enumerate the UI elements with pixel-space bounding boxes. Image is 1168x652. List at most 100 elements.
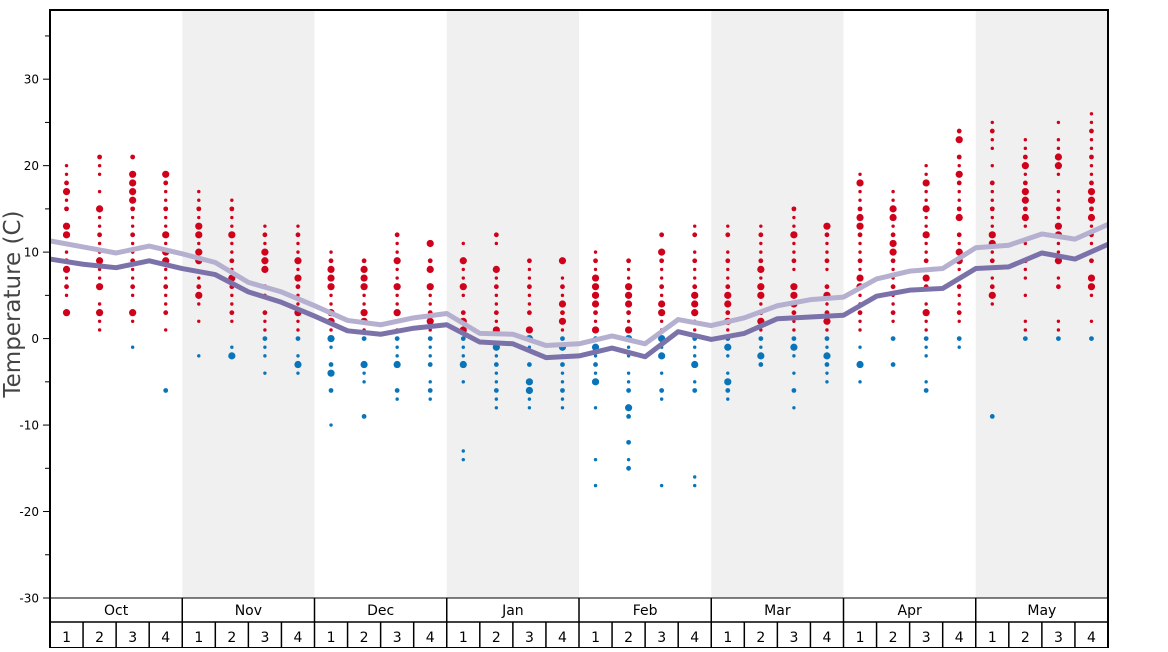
week-label: 3 [260,630,269,646]
warm-dot [957,319,961,323]
warm-dot [97,241,102,246]
warm-dot [362,293,366,298]
warm-dot [1089,128,1094,134]
warm-dot [693,267,697,272]
warm-dot [393,257,401,265]
warm-dot [759,224,763,228]
cold-dot [1089,336,1094,341]
warm-dot [924,319,928,323]
cold-dot [825,371,829,375]
warm-dot [1023,146,1028,151]
warm-dot [1089,120,1094,125]
month-label: Nov [235,603,262,619]
warm-dot [230,319,234,323]
warm-dot [1056,250,1061,254]
warm-dot [560,310,565,316]
warm-dot [426,317,434,325]
warm-dot [395,267,399,272]
warm-dot [725,258,731,264]
warm-dot [823,317,831,325]
warm-dot [758,258,764,264]
warm-dot [525,326,534,334]
warm-dot [393,283,401,291]
warm-dot [296,267,300,272]
warm-dot [989,180,995,186]
warm-dot [195,291,203,299]
month-shade-jan [446,10,579,598]
warm-dot [327,265,335,274]
cold-dot [792,371,796,375]
warm-dot [459,283,467,291]
warm-dot [988,231,996,239]
week-label: 2 [756,630,765,646]
warm-dot [296,302,300,306]
warm-dot [1089,163,1094,168]
cold-dot [560,336,565,341]
warm-dot [658,300,666,308]
warm-dot [130,206,136,212]
warm-dot [1054,162,1063,170]
cold-dot [856,360,864,369]
warm-dot [294,257,302,265]
cold-dot [624,404,633,412]
cold-dot [924,380,928,384]
warm-dot [858,328,862,332]
warm-dot [624,300,633,308]
cold-dot [263,345,267,349]
warm-dot [624,291,633,299]
y-tick-label: -20 [19,505,39,519]
warm-dot [493,284,499,290]
week-label: 3 [1054,630,1063,646]
warm-dot [825,250,829,254]
warm-dot [197,189,201,194]
warm-dot [889,205,897,213]
warm-dot [924,189,928,194]
warm-dot [956,310,962,316]
warm-dot [792,215,796,220]
warm-dot [858,189,862,194]
warm-dot [955,248,963,256]
warm-dot [990,250,994,254]
warm-dot [329,250,333,254]
warm-dot [591,274,600,282]
cold-dot [360,360,368,369]
cold-dot [626,414,631,419]
cold-dot [757,352,765,360]
warm-dot [327,274,335,282]
warm-dot [857,258,863,264]
warm-dot [726,224,730,228]
week-label: 2 [95,630,104,646]
warm-dot [527,302,532,306]
warm-dot [989,128,995,134]
cold-dot [659,483,664,488]
warm-dot [924,215,928,220]
cold-dot [428,397,432,401]
warm-dot [1087,187,1096,196]
warm-dot [230,198,234,202]
cold-dot [560,362,565,367]
month-label: Dec [367,603,394,619]
cold-dot [395,354,399,358]
cold-dot [726,397,730,401]
warm-dot [1056,276,1061,280]
warm-dot [95,309,104,317]
cold-dot [858,380,862,384]
warm-dot [757,265,765,274]
warm-dot [891,224,895,228]
warm-dot [989,206,995,212]
warm-dot [130,319,135,323]
warm-dot [1056,328,1061,332]
warm-dot [230,241,234,246]
warm-dot [163,180,169,186]
warm-dot [494,293,499,298]
warm-dot [129,196,137,204]
week-label: 2 [1021,630,1030,646]
warm-dot [263,328,267,332]
warm-dot [164,241,168,246]
warm-dot [1054,257,1063,265]
cold-dot [792,406,796,410]
warm-dot [624,283,633,291]
warm-dot [461,241,465,246]
warm-dot [790,291,798,299]
warm-dot [1056,189,1061,194]
